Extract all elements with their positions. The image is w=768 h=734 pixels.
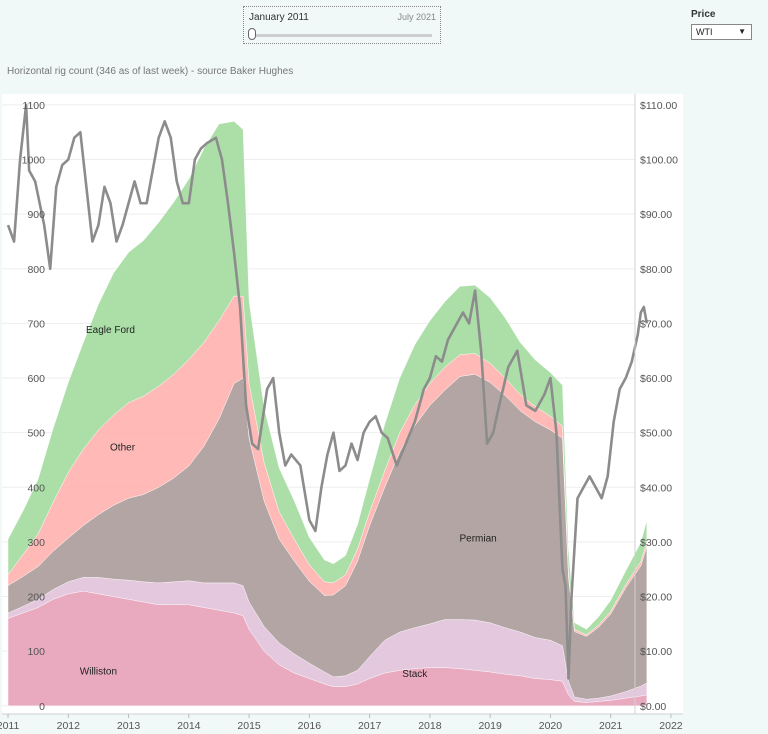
y-tick-label: 700: [27, 318, 45, 330]
price-filter-label: Price: [691, 9, 716, 20]
price-dropdown[interactable]: WTI ▼: [691, 24, 752, 40]
x-tick-label: 2017: [358, 720, 382, 732]
series-label-eagle-ford: Eagle Ford: [86, 325, 135, 336]
y2-tick-label: $0.00: [640, 701, 666, 713]
series-label-williston: Williston: [80, 666, 117, 677]
y-tick-label: 500: [27, 428, 45, 440]
y-tick-label: 1000: [22, 155, 46, 167]
slider-handle[interactable]: [248, 28, 256, 40]
x-tick-label: 2021: [599, 720, 623, 732]
y2-tick-label: $60.00: [640, 373, 672, 385]
wti-price-line: [6, 103, 649, 680]
y-tick-label: 1100: [22, 100, 45, 112]
x-tick-label: 2022: [659, 720, 683, 732]
date-range-filter[interactable]: January 2011 July 2021: [243, 6, 441, 44]
x-tick-label: 2015: [237, 720, 261, 732]
series-label-other: Other: [110, 442, 136, 453]
y2-tick-label: $50.00: [640, 428, 672, 440]
y2-tick-label: $70.00: [640, 318, 672, 330]
y2-tick-label: $110.00: [640, 100, 677, 112]
area-eagle-ford: [7, 121, 648, 636]
series-label-stack: Stack: [402, 669, 428, 680]
y2-tick-label: $100.00: [640, 155, 678, 167]
y-tick-label: 400: [27, 482, 45, 494]
y2-tick-label: $40.00: [640, 482, 672, 494]
slider-track[interactable]: [252, 34, 432, 37]
y-tick-label: 300: [27, 537, 45, 549]
chevron-down-icon: ▼: [738, 27, 746, 36]
x-tick-label: 2014: [177, 720, 201, 732]
chart-title: Horizontal rig count (346 as of last wee…: [7, 66, 294, 77]
x-tick-label: 2019: [478, 720, 502, 732]
y-tick-label: 0: [39, 701, 45, 713]
range-start-label: January 2011: [249, 12, 309, 23]
y-tick-label: 900: [27, 209, 45, 221]
y2-tick-label: $20.00: [640, 592, 672, 604]
y-tick-label: 600: [27, 373, 45, 385]
x-tick-label: 2013: [117, 720, 141, 732]
y2-tick-label: $30.00: [640, 537, 672, 549]
y-tick-label: 800: [27, 264, 45, 276]
price-dropdown-value: WTI: [696, 27, 713, 37]
x-tick-label: 2020: [539, 720, 563, 732]
x-tick-label: 2016: [298, 720, 322, 732]
y-tick-label: 200: [27, 592, 45, 604]
y-tick-label: 100: [27, 646, 45, 658]
y2-tick-label: $80.00: [640, 264, 672, 276]
rig-count-chart: 0 100 200 300 400 500 600 700 800 900 1000 1100 $0.0…: [0, 94, 683, 732]
x-tick-label: 2018: [418, 720, 442, 732]
x-tick-label: 2012: [57, 720, 81, 732]
x-tick-label: 2011: [0, 720, 19, 732]
series-label-permian: Permian: [459, 534, 496, 545]
range-end-label: July 2021: [397, 12, 436, 22]
y2-tick-label: $10.00: [640, 646, 672, 658]
y2-tick-label: $90.00: [640, 209, 672, 221]
